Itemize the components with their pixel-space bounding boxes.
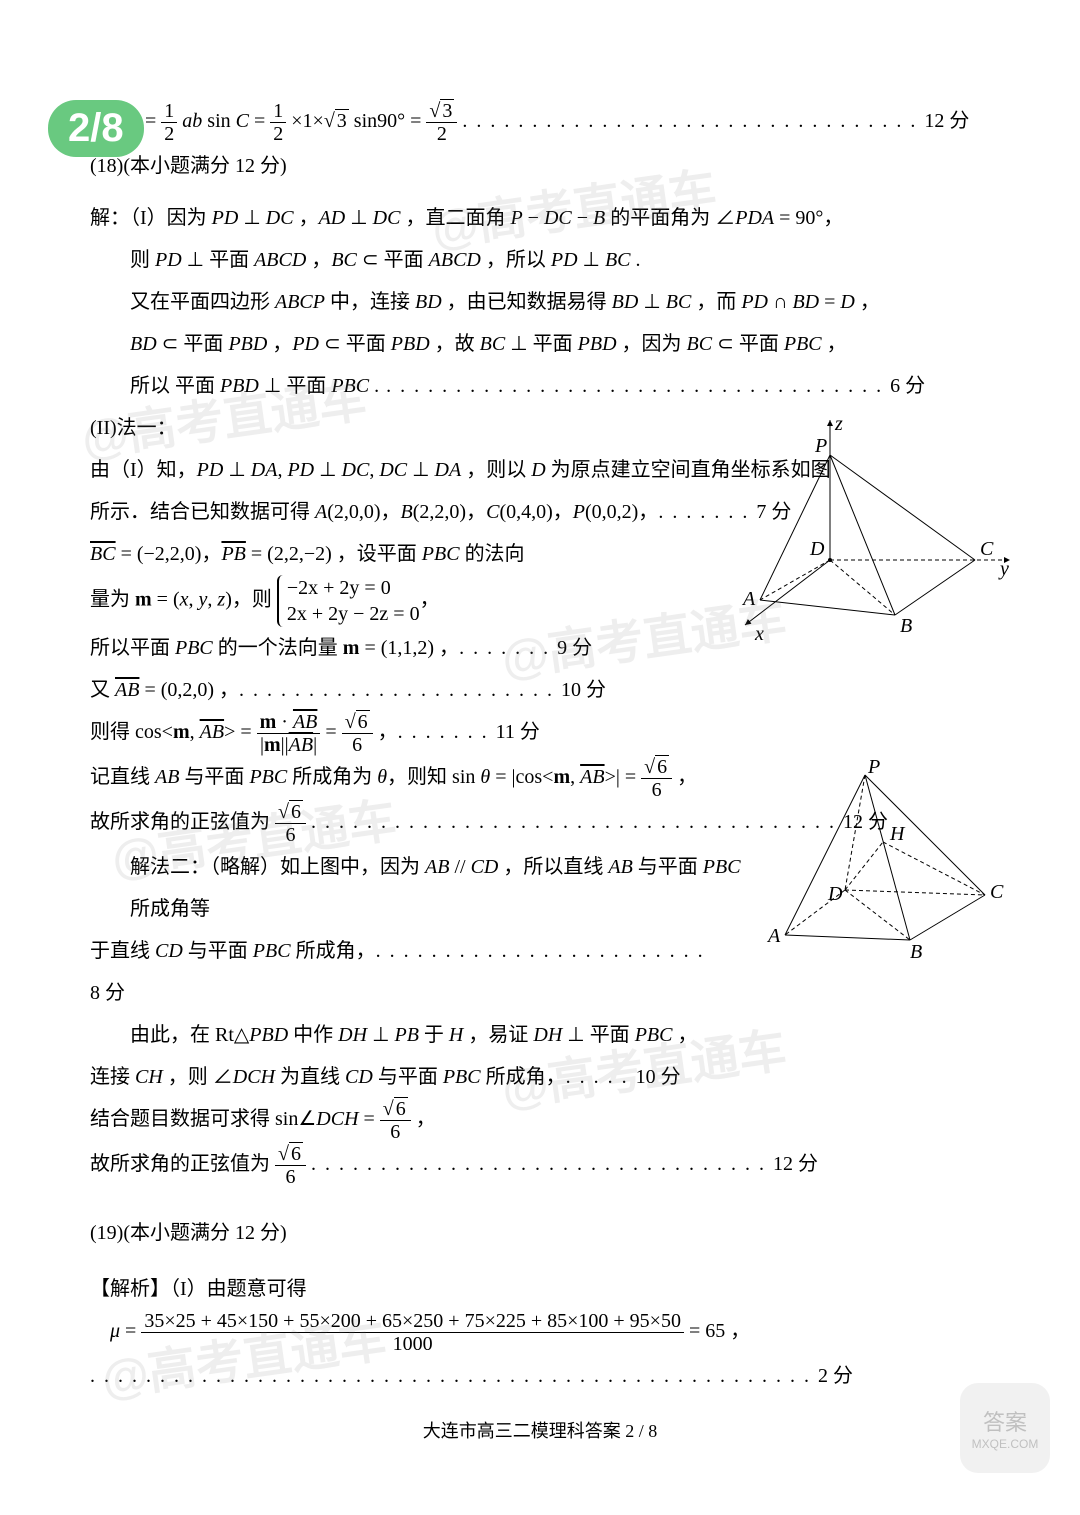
score: 11 分 bbox=[496, 721, 540, 743]
page-footer: 大连市高三二模理科答案 2 / 8 bbox=[90, 1417, 990, 1443]
score: 10 分 bbox=[636, 1066, 681, 1088]
score: 6 分 bbox=[890, 375, 925, 397]
sol-i-2: 则 PD ⊥ 平面 ABCD ，BC ⊂ 平面 ABCD ，所以 PD ⊥ BC… bbox=[130, 239, 990, 281]
m2-1: 解法二：（略解）如上图中，因为 AB // CD ，所以直线 AB 与平面 PB… bbox=[130, 846, 750, 930]
ii-7: 则得 cos<m, AB> = m · AB|m||AB| = 66 ，. . … bbox=[90, 711, 650, 756]
q18-header: (18)(本小题满分 12 分) bbox=[90, 145, 990, 187]
svg-text:P: P bbox=[867, 756, 880, 778]
q19-sol-head: 【解析】（I）由题意可得 bbox=[90, 1268, 990, 1310]
svg-text:A: A bbox=[741, 588, 756, 610]
mu-score: . . . . . . . . . . . . . . . . . . . . … bbox=[90, 1355, 990, 1397]
svg-text:D: D bbox=[809, 538, 825, 560]
m2-5: 结合题目数据可求得 sin∠DCH = 66 ， bbox=[90, 1098, 710, 1143]
score: 2 分 bbox=[818, 1365, 853, 1387]
page-badge: 2/8 bbox=[48, 100, 144, 157]
svg-text:P: P bbox=[814, 435, 827, 457]
figure-pyramid-h: P H D A B C bbox=[750, 760, 1000, 970]
ii-6: 又 AB = (0,2,0) ，. . . . . . . . . . . . … bbox=[90, 669, 650, 711]
m2-2: 于直线 CD 与平面 PBC 所成角，. . . . . . . . . . .… bbox=[90, 930, 710, 1014]
score: 12 分 bbox=[773, 1153, 818, 1175]
score: 12 分 bbox=[924, 110, 969, 132]
svg-text:B: B bbox=[910, 941, 922, 963]
score: 10 分 bbox=[561, 679, 606, 701]
svg-text:x: x bbox=[754, 623, 764, 645]
ii-5: 所以平面 PBC 的一个法向量 m = (1,1,2) ，. . . . . .… bbox=[90, 627, 650, 669]
svg-text:A: A bbox=[766, 925, 781, 947]
svg-text:y: y bbox=[998, 558, 1009, 580]
sol-i-1: 解：（I）因为 PD ⊥ DC ，AD ⊥ DC ，直二面角 P − DC − … bbox=[90, 197, 990, 239]
page: 2/8 @高考直通车 @高考直通车 @高考直通车 @高考直通车 @高考直通车 @… bbox=[0, 0, 1080, 1503]
m2-4: 连接 CH ，则 ∠DCH 为直线 CD 与平面 PBC 所成角，. . . .… bbox=[90, 1056, 710, 1098]
svg-text:H: H bbox=[889, 823, 906, 845]
mu-eq: μ = 35×25 + 45×150 + 55×200 + 65×250 + 7… bbox=[110, 1310, 990, 1355]
svg-text:D: D bbox=[827, 883, 843, 905]
svg-text:C: C bbox=[990, 881, 1004, 903]
m2-3: 由此，在 Rt△PBD 中作 DH ⊥ PB 于 H ，易证 DH ⊥ 平面 P… bbox=[130, 1014, 750, 1056]
svg-text:B: B bbox=[900, 615, 912, 637]
ii-3: BC = (−2,2,0)，PB = (2,2,−2) ，设平面 PBC 的法向 bbox=[90, 533, 650, 575]
score: 9 分 bbox=[557, 637, 592, 659]
sol-i-4: BD ⊂ 平面 PBD ，PD ⊂ 平面 PBD ，故 BC ⊥ 平面 PBD … bbox=[130, 323, 990, 365]
svg-text:C: C bbox=[980, 538, 994, 560]
sol-i-3: 又在平面四边形 ABCP 中，连接 BD ，由已知数据易得 BD ⊥ BC ，而… bbox=[130, 281, 990, 323]
ii-4: 量为 m = (x, y, z)，则 −2x + 2y = 0 2x + 2y … bbox=[90, 575, 650, 627]
svg-text:z: z bbox=[834, 413, 843, 435]
score: 8 分 bbox=[90, 982, 125, 1004]
q19-header: (19)(本小题满分 12 分) bbox=[90, 1212, 990, 1254]
eq-area: S = 12 ab sin C = 12 ×1×3 sin90° = 32 . … bbox=[130, 100, 990, 145]
m2-6: 故所求角的正弦值为 66 . . . . . . . . . . . . . .… bbox=[90, 1143, 990, 1188]
sol-i-5: 所以 平面 PBD ⊥ 平面 PBC . . . . . . . . . . .… bbox=[130, 365, 990, 407]
figure-axes-pyramid: z y x P D A B C bbox=[720, 410, 1020, 650]
